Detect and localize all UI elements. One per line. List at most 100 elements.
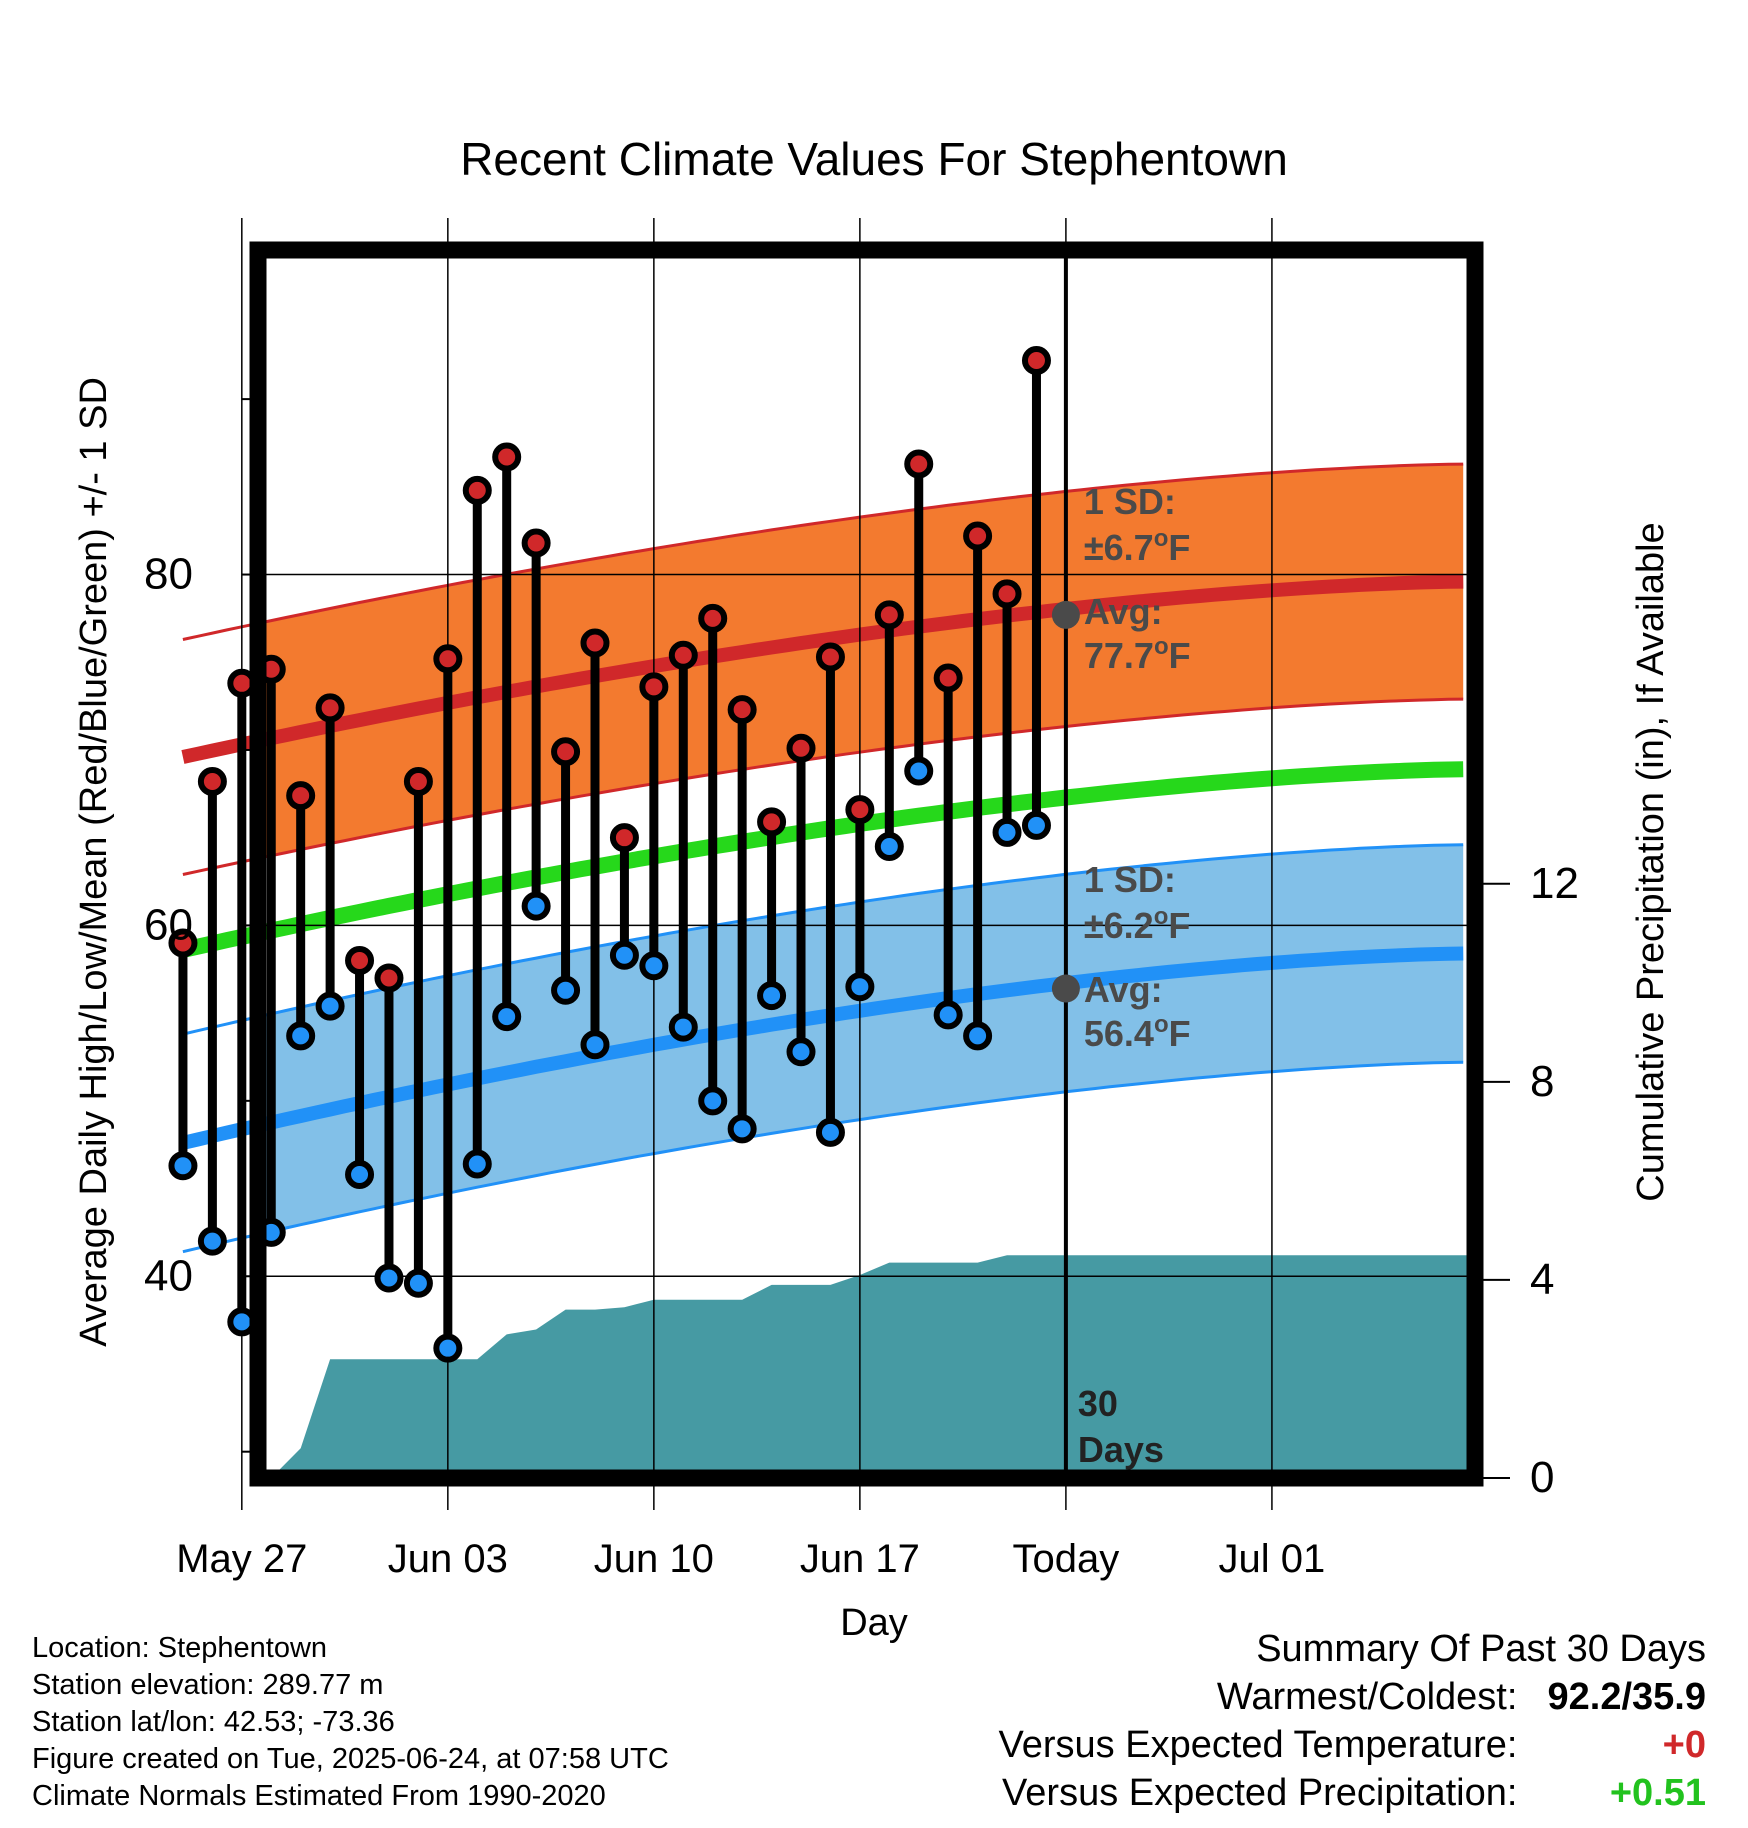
high-sd-value: ±6.7oF — [1084, 525, 1190, 568]
plot-frame — [249, 241, 1484, 1487]
daily-low-dot — [492, 1002, 522, 1032]
daily-high-dot — [521, 528, 551, 558]
daily-high-dot — [403, 767, 433, 797]
y-right-tick-label: 0 — [1530, 1453, 1554, 1502]
daily-low-dot — [845, 972, 875, 1002]
daily-high-dot — [197, 767, 227, 797]
y-right-tick-label: 4 — [1530, 1255, 1554, 1304]
daily-low-dot — [639, 951, 669, 981]
daily-high-dot — [639, 672, 669, 702]
daily-high-dot — [845, 795, 875, 825]
x-axis-label: Day — [840, 1602, 908, 1644]
daily-high-dot — [168, 928, 198, 958]
normals-text: Climate Normals Estimated From 1990-2020 — [32, 1780, 606, 1812]
low-avg-value: 56.4oF — [1084, 1011, 1191, 1054]
chart-title: Recent Climate Values For Stephentown — [460, 133, 1288, 185]
daily-high-dot — [609, 823, 639, 853]
y-left-tick-label: 80 — [144, 550, 193, 599]
precip-value: +0.51 — [1609, 1772, 1706, 1814]
precip-area — [258, 1255, 1470, 1478]
location-text: Location: Stephentown — [32, 1632, 328, 1664]
x-tick-label: Jun 03 — [388, 1537, 508, 1581]
daily-low-dot — [1021, 810, 1051, 840]
precip-row: Versus Expected Precipitation: +0.51 — [999, 1769, 1706, 1817]
x-tick-label: Today — [1013, 1537, 1120, 1581]
daily-low-dot — [286, 1021, 316, 1051]
normal-mean-line — [181, 761, 1464, 958]
y-right-tick-label: 12 — [1530, 859, 1579, 908]
x-tick-label: Jun 10 — [594, 1537, 714, 1581]
daily-low-dot — [433, 1333, 463, 1363]
daily-high-dot — [433, 644, 463, 674]
daily-high-dot — [580, 628, 610, 658]
temp-value: +0 — [1662, 1724, 1706, 1766]
y-axis-right-label: Cumulative Precipitation (in), If Availa… — [1630, 522, 1672, 1201]
days-count-label: 30 — [1078, 1383, 1118, 1424]
daily-low-dot — [815, 1117, 845, 1147]
daily-low-dot — [403, 1268, 433, 1298]
x-tick-label: Jul 01 — [1219, 1537, 1326, 1581]
daily-high-dot — [1021, 346, 1051, 376]
station-info: Location: Stephentown Station elevation:… — [32, 1630, 669, 1815]
summary-title: Summary Of Past 30 Days — [1256, 1628, 1706, 1670]
warmest-row: Warmest/Coldest: 92.2/35.9 — [999, 1673, 1706, 1721]
warmest-label: Warmest/Coldest: — [1216, 1676, 1518, 1718]
daily-low-dot — [904, 756, 934, 786]
daily-high-dot — [786, 733, 816, 763]
daily-high-dot — [815, 642, 845, 672]
high-sd-label: 1 SD: — [1084, 481, 1176, 522]
daily-low-dot — [757, 981, 787, 1011]
latlon-text: Station lat/lon: 42.53; -73.36 — [32, 1706, 395, 1738]
daily-high-dot — [963, 521, 993, 551]
low-sd-label: 1 SD: — [1084, 859, 1176, 900]
high-sd-upper-line — [182, 462, 1464, 641]
precip-label: Versus Expected Precipitation: — [1002, 1772, 1518, 1814]
warmest-value: 92.2/35.9 — [1547, 1676, 1706, 1718]
normal-low-line — [181, 946, 1464, 1150]
y-left-tick-label: 40 — [144, 1251, 193, 1300]
daily-high-dot — [992, 579, 1022, 609]
y-right-tick-label: 8 — [1530, 1057, 1554, 1106]
high-sd-lower-line — [182, 697, 1464, 876]
low-avg-label: Avg: — [1084, 969, 1163, 1010]
x-tick-label: Jun 17 — [800, 1537, 920, 1581]
y-left-tick-label: 60 — [144, 900, 193, 949]
daily-high-dot — [874, 600, 904, 630]
daily-high-dot — [462, 475, 492, 505]
daily-high-dot — [286, 781, 316, 811]
high-avg-label: Avg: — [1084, 591, 1163, 632]
daily-low-dot — [786, 1037, 816, 1067]
elevation-text: Station elevation: 289.77 m — [32, 1669, 384, 1701]
daily-low-dot — [345, 1160, 375, 1190]
daily-high-dot — [315, 693, 345, 723]
daily-low-dot — [963, 1021, 993, 1051]
normal-high-line — [181, 574, 1464, 764]
daily-high-dot — [668, 640, 698, 670]
low-sd-value: ±6.2oF — [1084, 903, 1190, 946]
daily-low-dot — [933, 1000, 963, 1030]
days-text-label: Days — [1078, 1429, 1164, 1470]
temp-label: Versus Expected Temperature: — [998, 1724, 1518, 1766]
daily-high-dot — [904, 449, 934, 479]
daily-high-dot — [933, 663, 963, 693]
temp-row: Versus Expected Temperature: +0 — [999, 1721, 1706, 1769]
daily-low-dot — [874, 831, 904, 861]
high-avg-value: 77.7oF — [1084, 633, 1191, 676]
daily-low-dot — [698, 1086, 728, 1116]
daily-low-dot — [551, 975, 581, 1005]
today-low-avg-marker — [1051, 974, 1080, 1003]
created-text: Figure created on Tue, 2025-06-24, at 07… — [32, 1743, 669, 1775]
daily-low-dot — [668, 1012, 698, 1042]
daily-low-dot — [521, 891, 551, 921]
daily-high-dot — [551, 737, 581, 767]
x-tick-label: May 27 — [176, 1537, 307, 1581]
daily-low-dot — [992, 817, 1022, 847]
daily-low-dot — [580, 1030, 610, 1060]
daily-high-dot — [727, 695, 757, 725]
daily-low-dot — [315, 991, 345, 1021]
daily-high-dot — [757, 807, 787, 837]
daily-high-dot — [345, 945, 375, 975]
summary-panel: Summary Of Past 30 Days Warmest/Coldest:… — [999, 1625, 1706, 1817]
today-high-avg-marker — [1051, 600, 1080, 629]
